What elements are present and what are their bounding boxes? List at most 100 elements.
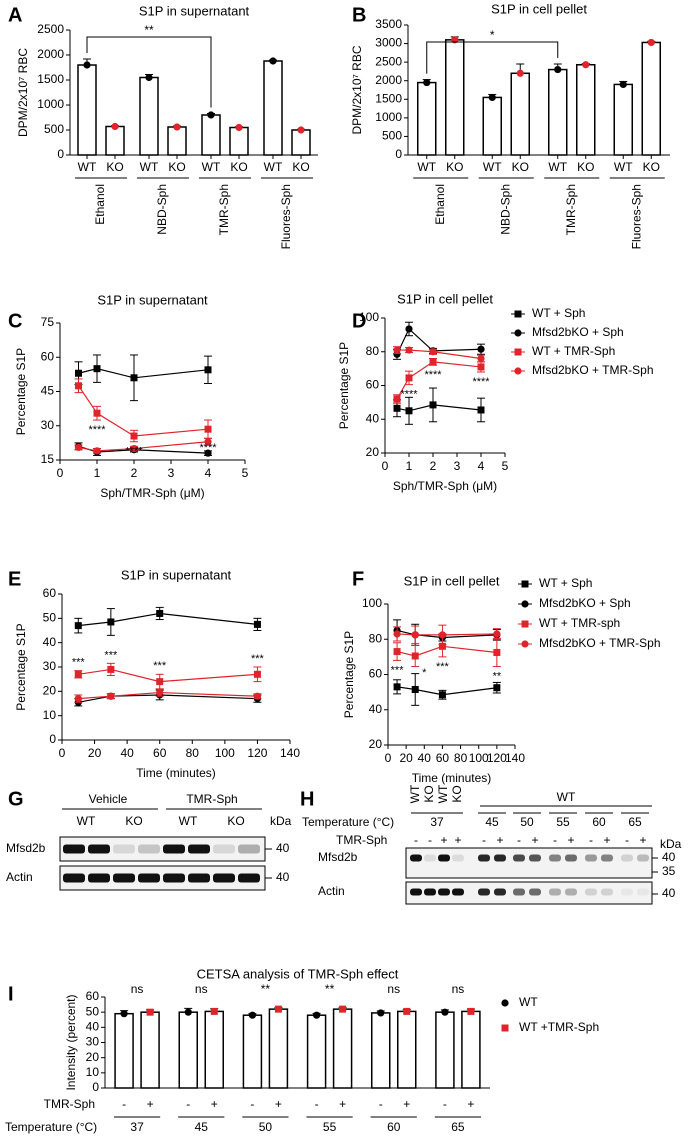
y-axis-label: DPM/2x10⁷ RBC: [16, 48, 30, 137]
panel-label: F: [352, 568, 364, 590]
row-label: Actin: [6, 870, 33, 884]
series-line: [396, 327, 482, 355]
band: [163, 873, 185, 883]
bar: [140, 1011, 160, 1089]
bar: [332, 1008, 353, 1089]
marker: [477, 406, 485, 414]
lane-label: WT: [77, 814, 96, 828]
marker: [429, 348, 437, 356]
y-tick-label: 1500: [37, 72, 64, 86]
treatment-level: +: [147, 1097, 154, 1111]
category-label: NBD-Sph: [155, 184, 169, 235]
marker: [204, 425, 212, 433]
treatment-level: -: [186, 1097, 190, 1111]
band: [513, 854, 525, 862]
marker: [554, 65, 562, 74]
treatment-label: TMR-Sph: [44, 1097, 95, 1111]
treatment-level: -: [315, 1097, 319, 1111]
treatment-level: +: [339, 1097, 346, 1111]
marker: [393, 346, 401, 354]
treatment: -: [553, 833, 557, 847]
series-line: [78, 612, 258, 627]
y-tick-label: 20: [366, 445, 380, 459]
annotation: ns: [195, 982, 208, 996]
x-tick-label: 40: [120, 746, 134, 760]
annotation: ***: [72, 657, 86, 669]
temperature: 55: [556, 815, 570, 829]
treatment-level: +: [211, 1097, 218, 1111]
category-label: 60: [387, 1120, 401, 1134]
y-tick-label: 60: [369, 667, 383, 681]
marker: [429, 401, 437, 409]
group-label: WT: [557, 790, 576, 804]
y-tick-label: 30: [43, 659, 57, 673]
bar: [139, 76, 159, 156]
y-tick-label: 80: [369, 631, 383, 645]
bar: [229, 126, 249, 156]
marker: [107, 692, 115, 700]
band: [585, 888, 597, 896]
unit-label: kDa: [660, 837, 682, 851]
marker: [274, 1005, 282, 1013]
band: [63, 844, 85, 854]
marker: [93, 447, 101, 455]
series-line: [78, 368, 209, 379]
band: [637, 888, 649, 896]
treatment-level: +: [403, 1097, 410, 1111]
bar: [268, 1008, 289, 1089]
band: [410, 888, 422, 896]
marker: [74, 695, 82, 703]
legend-marker: [514, 367, 522, 375]
legend-label: WT + Sph: [532, 306, 585, 320]
y-tick-label: 0: [57, 147, 64, 161]
series-line: [396, 645, 497, 657]
x-tick-label: 0: [385, 751, 392, 765]
x-tick-label: 140: [280, 746, 300, 760]
legend-label: WT: [519, 995, 538, 1009]
band: [601, 888, 613, 896]
bar: [371, 1012, 391, 1089]
bar: [397, 1010, 417, 1089]
y-tick-label: 60: [86, 989, 100, 1003]
y-tick-label: 60: [41, 349, 55, 363]
marker: [156, 609, 164, 617]
annotation: *: [422, 667, 427, 679]
marker: [493, 630, 501, 638]
chart-title: CETSA analysis of TMR-Sph effect: [197, 966, 399, 981]
category-label: 45: [195, 1120, 209, 1134]
series-line: [397, 633, 497, 636]
category-label: 50: [259, 1120, 273, 1134]
band: [549, 854, 561, 862]
y-axis-label: Percentage S1P: [342, 631, 356, 718]
lane-label: KO: [125, 814, 142, 828]
group-label: Vehicle: [89, 792, 128, 806]
marker: [204, 366, 212, 374]
marker: [393, 630, 401, 638]
marker: [146, 1008, 154, 1016]
x-tick-label: KO: [292, 160, 309, 174]
series-line: [397, 349, 482, 360]
y-tick-label: 40: [43, 635, 57, 649]
blot: [405, 847, 653, 879]
x-tick-label: 4: [478, 459, 485, 473]
x-axis-label: Time (minutes): [136, 766, 216, 780]
y-tick-label: 50: [86, 1004, 100, 1018]
legend-marker: [514, 348, 522, 356]
marker: [393, 648, 401, 656]
band: [438, 888, 450, 896]
significance-bracket: [426, 41, 559, 74]
marker: [207, 111, 215, 119]
x-tick-label: 0: [59, 746, 66, 760]
band: [410, 854, 422, 862]
annotation: **: [325, 982, 335, 996]
band: [88, 844, 110, 854]
band: [238, 844, 260, 854]
chart-title: S1P in cell pellet: [491, 1, 587, 16]
marker: [312, 1011, 321, 1019]
y-axis-label: DPM/2x10⁷ RBC: [350, 45, 364, 134]
annotation: ****: [88, 424, 106, 436]
band: [452, 854, 464, 862]
series-line: [78, 691, 258, 700]
y-tick-label: 30: [41, 418, 55, 432]
y-tick-label: 0: [395, 147, 402, 161]
